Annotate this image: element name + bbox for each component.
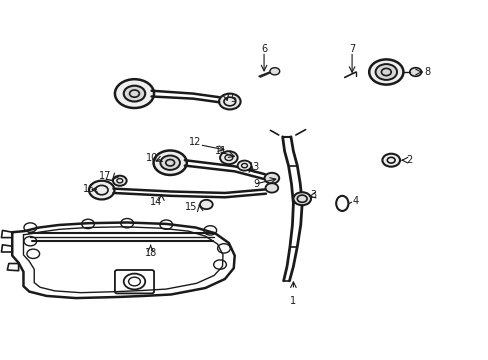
Circle shape bbox=[115, 79, 154, 108]
Circle shape bbox=[265, 183, 278, 193]
Circle shape bbox=[375, 64, 396, 80]
Text: 15: 15 bbox=[184, 202, 197, 212]
Circle shape bbox=[113, 176, 126, 186]
Text: 11: 11 bbox=[214, 146, 227, 156]
Circle shape bbox=[368, 59, 403, 85]
Text: 2: 2 bbox=[406, 155, 412, 165]
Text: 8: 8 bbox=[424, 67, 430, 77]
Text: 9: 9 bbox=[253, 179, 259, 189]
Text: 6: 6 bbox=[261, 44, 266, 54]
Circle shape bbox=[264, 173, 279, 184]
Circle shape bbox=[160, 156, 180, 170]
Circle shape bbox=[382, 154, 399, 167]
Text: 13: 13 bbox=[247, 162, 260, 172]
Text: 7: 7 bbox=[348, 44, 354, 54]
Text: 3: 3 bbox=[309, 190, 315, 200]
Text: 5: 5 bbox=[230, 94, 236, 104]
Circle shape bbox=[200, 200, 212, 209]
Circle shape bbox=[123, 86, 145, 102]
Text: 4: 4 bbox=[352, 196, 358, 206]
Text: 1: 1 bbox=[290, 296, 296, 306]
Text: 12: 12 bbox=[189, 137, 202, 147]
Text: 18: 18 bbox=[144, 248, 157, 258]
Circle shape bbox=[220, 151, 237, 164]
Text: 16: 16 bbox=[83, 184, 96, 194]
Circle shape bbox=[293, 192, 310, 205]
Circle shape bbox=[409, 68, 421, 76]
Circle shape bbox=[153, 150, 186, 175]
Circle shape bbox=[219, 94, 240, 109]
Circle shape bbox=[237, 161, 251, 171]
Text: 17: 17 bbox=[99, 171, 111, 181]
Text: 10: 10 bbox=[145, 153, 158, 163]
Circle shape bbox=[269, 68, 279, 75]
Text: 14: 14 bbox=[150, 197, 163, 207]
Circle shape bbox=[89, 181, 114, 199]
